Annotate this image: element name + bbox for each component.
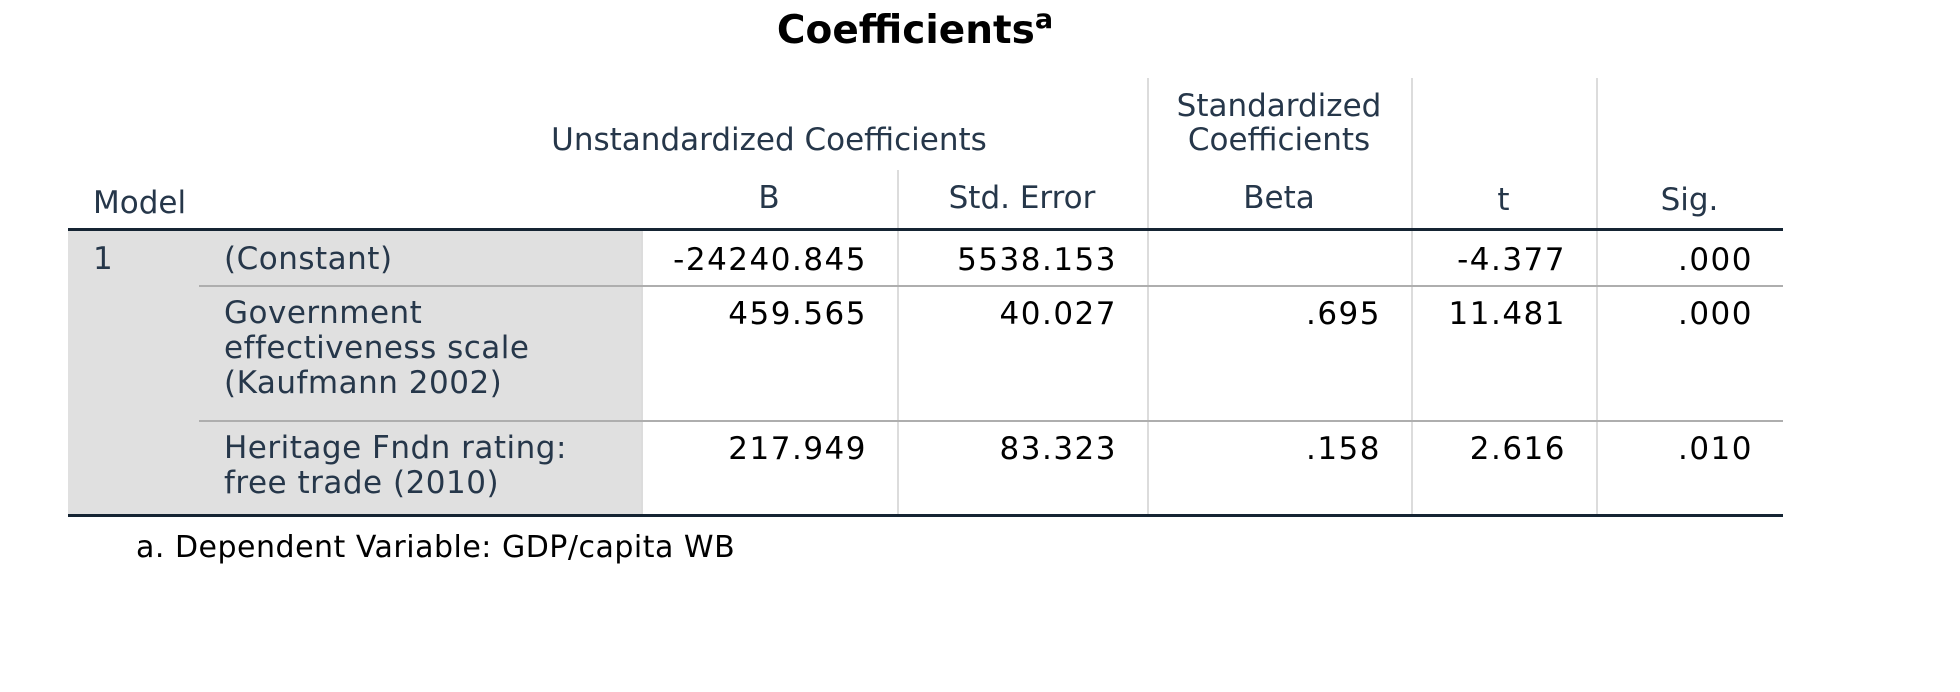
cell-std-error: 5538.153 <box>957 242 1117 278</box>
cell-b: -24240.845 <box>673 242 867 278</box>
header-standardized-line2: Coefficients <box>1187 122 1371 158</box>
row-divider-2 <box>199 420 1783 422</box>
header-beta: Beta <box>1243 180 1315 216</box>
cell-b: 459.565 <box>728 296 867 332</box>
grid-line-t-left <box>1411 78 1413 516</box>
cell-sig: .000 <box>1677 242 1753 278</box>
cell-beta: .158 <box>1305 431 1381 467</box>
cell-std-error: 40.027 <box>999 296 1117 332</box>
row-label-shading <box>68 229 641 516</box>
row-label-line-1: Heritage Fndn rating: <box>224 430 567 466</box>
model-number: 1 <box>93 241 114 277</box>
grid-line-sig-left <box>1596 78 1598 516</box>
cell-sig: .010 <box>1677 431 1753 467</box>
header-t: t <box>1497 182 1510 218</box>
grid-line-beta-left <box>1147 78 1149 516</box>
table-footnote: a. Dependent Variable: GDP/capita WB <box>136 530 736 565</box>
cell-t: -4.377 <box>1457 242 1566 278</box>
table-title-text: Coefficients <box>776 8 1035 53</box>
cell-beta: .695 <box>1305 296 1381 332</box>
cell-t: 11.481 <box>1448 296 1566 332</box>
row-label-line-2: free trade (2010) <box>224 465 500 501</box>
header-b: B <box>758 180 780 216</box>
header-bottom-rule <box>68 228 1783 231</box>
cell-t: 2.616 <box>1469 431 1566 467</box>
header-std-error: Std. Error <box>948 180 1096 216</box>
header-model: Model <box>93 185 187 221</box>
title-footnote-marker: a <box>1034 4 1054 36</box>
table-title: Coefficientsa <box>0 6 1830 53</box>
cell-std-error: 83.323 <box>999 431 1117 467</box>
table-bottom-rule <box>68 514 1783 517</box>
row-label-line-3: (Kaufmann 2002) <box>224 365 503 401</box>
cell-b: 217.949 <box>728 431 867 467</box>
row-label-line-1: Government <box>224 295 423 331</box>
coefficients-table: Unstandardized Coefficients Standardized… <box>68 78 1783 517</box>
cell-sig: .000 <box>1677 296 1753 332</box>
grid-line-stderr-left <box>897 170 899 516</box>
header-standardized-line1: Standardized <box>1176 88 1382 124</box>
row-divider-1 <box>199 285 1783 287</box>
grid-line-b-left <box>641 229 643 516</box>
header-unstandardized: Unstandardized Coefficients <box>551 122 987 158</box>
row-label: (Constant) <box>224 241 393 277</box>
header-sig: Sig. <box>1660 182 1719 218</box>
row-label-line-2: effectiveness scale <box>224 330 530 366</box>
